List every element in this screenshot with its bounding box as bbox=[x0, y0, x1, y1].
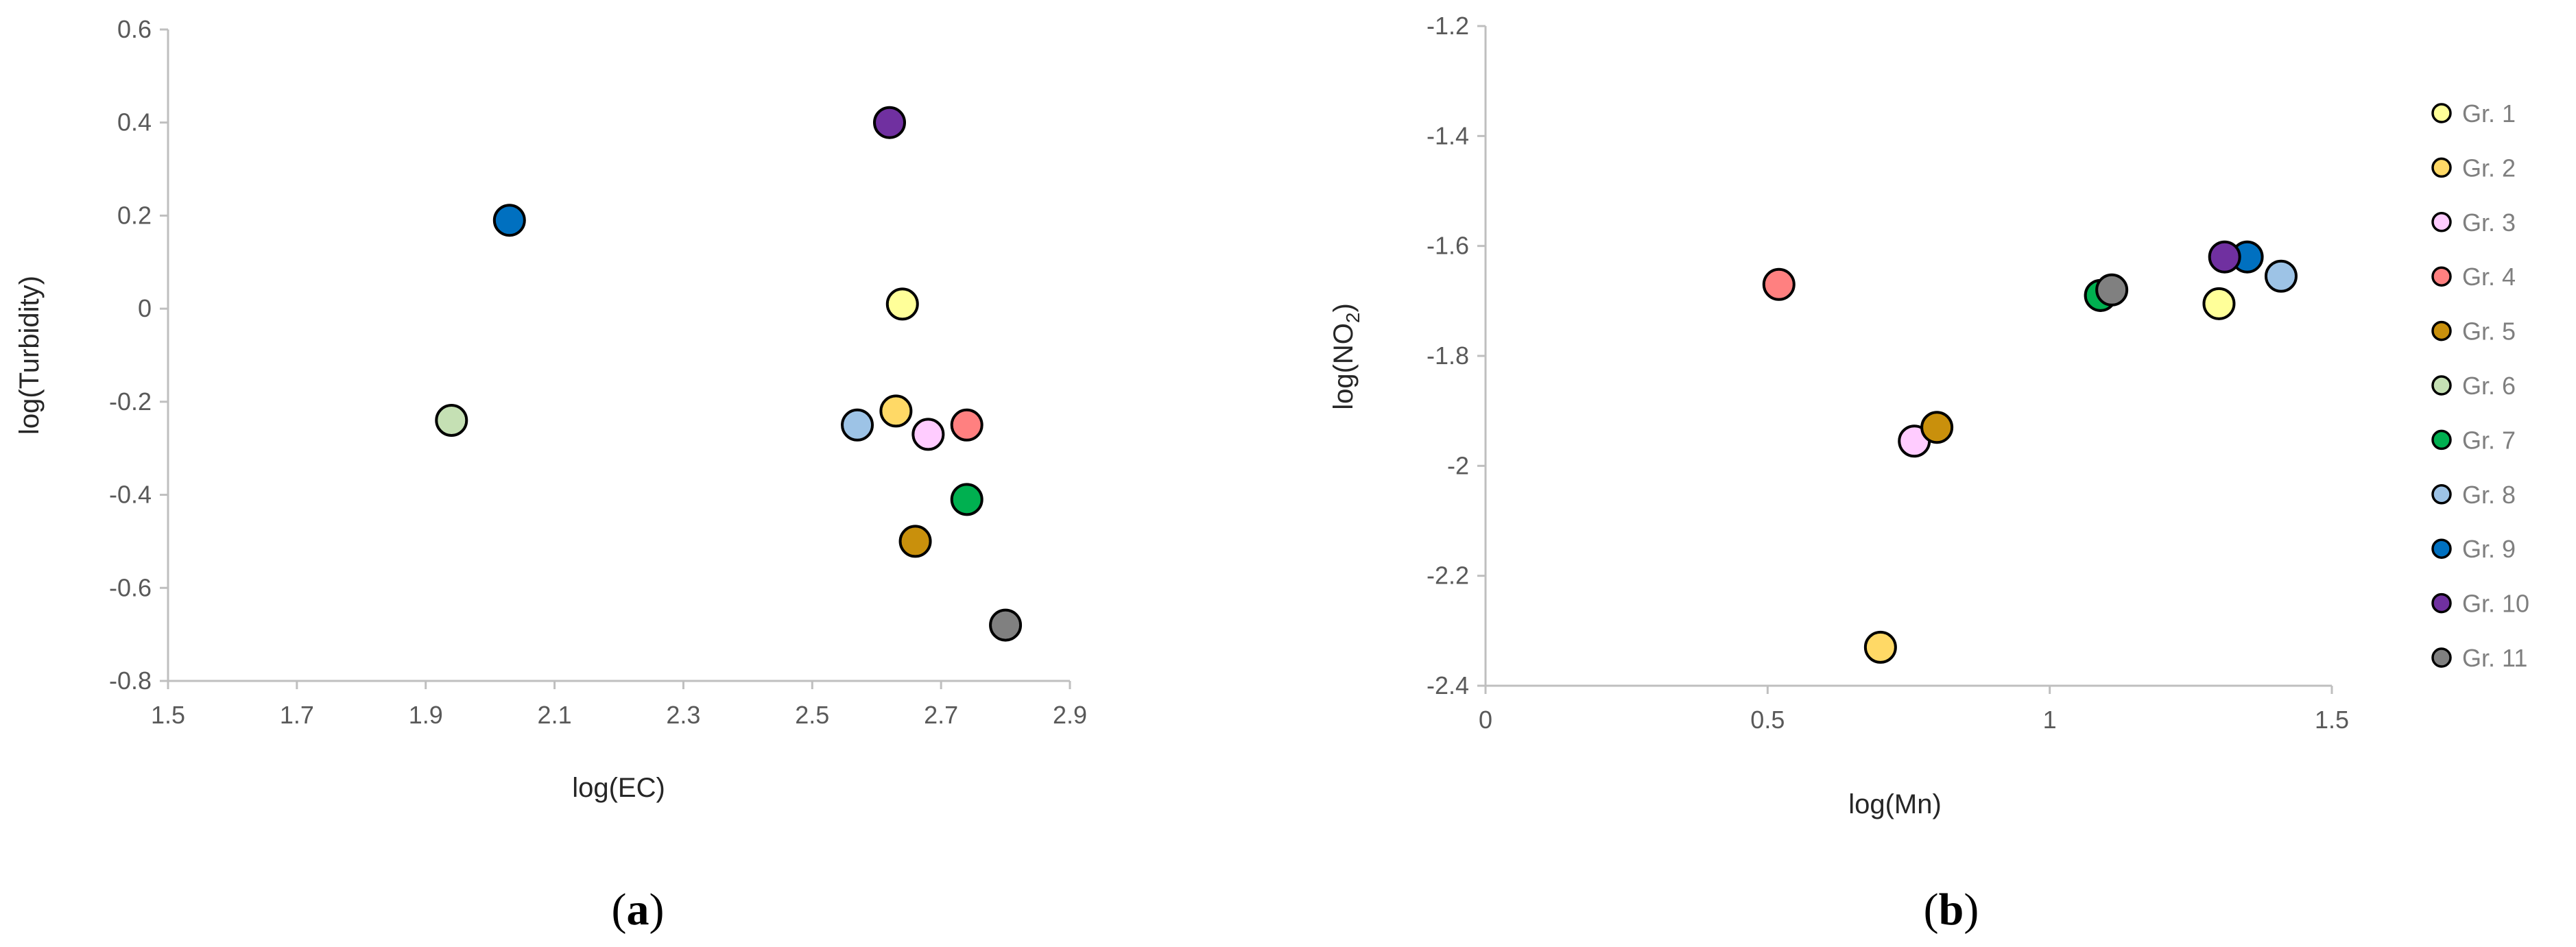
legend-label-gr-3: Gr. 3 bbox=[2462, 208, 2516, 237]
point-gr-10 bbox=[2208, 240, 2241, 274]
y-tick-label: -1.8 bbox=[1427, 341, 1469, 370]
x-tick-label: 0 bbox=[1479, 706, 1492, 734]
panel-a-x-tick-labels: 1.5 1.7 1.9 2.1 2.3 2.5 2.7 2.9 bbox=[151, 681, 1087, 729]
x-tick-label: 2.5 bbox=[795, 701, 829, 729]
panel-b-label: (b) bbox=[1924, 885, 1979, 935]
point-gr-2 bbox=[1863, 630, 1897, 664]
legend-label-gr-4: Gr. 4 bbox=[2462, 263, 2516, 291]
legend-marker-gr-5 bbox=[2431, 320, 2452, 341]
x-tick-label: 1 bbox=[2043, 706, 2057, 734]
legend-label-gr-10: Gr. 10 bbox=[2462, 590, 2529, 618]
legend-marker-gr-2 bbox=[2431, 157, 2452, 178]
legend-marker-gr-11 bbox=[2431, 647, 2452, 668]
point-gr-9 bbox=[492, 204, 526, 237]
legend: Gr. 1 Gr. 2 Gr. 3 Gr. 4 Gr. 5 Gr. 6 Gr. 7 Gr. 8… bbox=[2431, 99, 2529, 672]
panel-b-y-axis-title: log(NO2) bbox=[1328, 303, 1363, 410]
legend-label-gr-9: Gr. 9 bbox=[2462, 535, 2516, 563]
y-tick-label: -0.6 bbox=[109, 573, 152, 601]
panel-b-y-tick-labels: -2.4 -2.2 -2 -1.8 -1.6 -1.4 -1.2 bbox=[1427, 12, 1486, 699]
point-gr-3 bbox=[911, 418, 945, 451]
panel-b-y-title-main: log(NO bbox=[1328, 323, 1359, 410]
panel-b-plot: -2.4 -2.2 -2 -1.8 -1.6 -1.4 -1.2 0 0.5 1 1.5 log(… bbox=[1328, 12, 2349, 935]
y-tick-label: -1.6 bbox=[1427, 232, 1469, 260]
legend-label-gr-5: Gr. 5 bbox=[2462, 317, 2516, 346]
y-tick-label: 0.2 bbox=[117, 201, 152, 229]
point-gr-8 bbox=[2264, 259, 2298, 293]
panel-a-points bbox=[435, 106, 1023, 642]
point-gr-11 bbox=[989, 608, 1023, 642]
point-gr-2 bbox=[879, 394, 913, 428]
x-tick-label: 1.9 bbox=[409, 701, 443, 729]
point-gr-1 bbox=[2202, 287, 2236, 320]
legend-marker-gr-1 bbox=[2431, 103, 2452, 123]
panel-b-letter: b bbox=[1939, 885, 1964, 935]
x-tick-label: 2.1 bbox=[538, 701, 572, 729]
legend-marker-gr-3 bbox=[2431, 212, 2452, 232]
panel-b-y-title-sub: 2 bbox=[1342, 313, 1363, 324]
panel-b-x-tick-labels: 0 0.5 1 1.5 bbox=[1479, 686, 2349, 734]
point-gr-8 bbox=[841, 408, 874, 442]
point-gr-6 bbox=[435, 404, 468, 437]
x-tick-label: 1.5 bbox=[2315, 706, 2349, 734]
panel-a-x-axis-title: log(EC) bbox=[572, 773, 665, 803]
legend-label-gr-1: Gr. 1 bbox=[2462, 99, 2516, 128]
y-tick-label: -0.8 bbox=[109, 667, 152, 695]
y-tick-label: -2.2 bbox=[1427, 562, 1469, 590]
y-tick-label: 0.4 bbox=[117, 108, 152, 136]
panel-a-letter: a bbox=[627, 885, 649, 935]
y-tick-label: 0.6 bbox=[117, 15, 152, 43]
legend-marker-gr-7 bbox=[2431, 429, 2452, 451]
point-gr-4 bbox=[1762, 267, 1796, 301]
legend-marker-gr-10 bbox=[2431, 592, 2452, 614]
legend-marker-gr-6 bbox=[2431, 375, 2452, 396]
legend-label-gr-8: Gr. 8 bbox=[2462, 481, 2516, 509]
x-tick-label: 1.5 bbox=[151, 701, 185, 729]
legend-marker-gr-9 bbox=[2431, 538, 2452, 559]
point-gr-5 bbox=[898, 525, 932, 558]
panel-b-x-axis-title: log(Mn) bbox=[1848, 789, 1942, 819]
y-tick-label: -2.4 bbox=[1427, 671, 1469, 699]
y-tick-label: -2 bbox=[1447, 451, 1469, 479]
point-gr-11 bbox=[2095, 273, 2129, 307]
x-tick-label: 2.9 bbox=[1053, 701, 1087, 729]
point-gr-10 bbox=[873, 106, 906, 139]
y-tick-label: -1.4 bbox=[1427, 121, 1469, 149]
y-tick-label: -1.2 bbox=[1427, 12, 1469, 40]
legend-label-gr-6: Gr. 6 bbox=[2462, 372, 2516, 400]
y-tick-label: -0.2 bbox=[109, 387, 152, 416]
legend-marker-gr-4 bbox=[2431, 266, 2452, 287]
point-gr-7 bbox=[950, 483, 983, 516]
y-tick-label: 0 bbox=[138, 294, 152, 322]
x-tick-label: 2.3 bbox=[666, 701, 700, 729]
panel-a-plot: -0.8 -0.6 -0.4 -0.2 0 0.2 0.4 0.6 1.5 1.7 1.9 2.1 2… bbox=[14, 15, 1087, 935]
legend-label-gr-2: Gr. 2 bbox=[2462, 154, 2516, 182]
panel-b-y-title-end: ) bbox=[1328, 303, 1359, 312]
panel-b-points bbox=[1762, 240, 2298, 664]
x-tick-label: 1.7 bbox=[280, 701, 314, 729]
point-gr-4 bbox=[950, 408, 983, 442]
point-gr-1 bbox=[885, 287, 919, 321]
legend-label-gr-11: Gr. 11 bbox=[2462, 644, 2527, 672]
legend-marker-gr-8 bbox=[2431, 484, 2452, 505]
panel-a-label: (a) bbox=[612, 885, 665, 935]
legend-label-gr-7: Gr. 7 bbox=[2462, 426, 2516, 454]
point-gr-5 bbox=[1920, 411, 1954, 444]
panel-a-y-axis-title: log(Turbidity) bbox=[14, 276, 45, 435]
panel-a-y-tick-labels: -0.8 -0.6 -0.4 -0.2 0 0.2 0.4 0.6 bbox=[109, 15, 168, 695]
x-tick-label: 2.7 bbox=[924, 701, 958, 729]
x-tick-label: 0.5 bbox=[1750, 706, 1785, 734]
y-tick-label: -0.4 bbox=[109, 481, 152, 509]
